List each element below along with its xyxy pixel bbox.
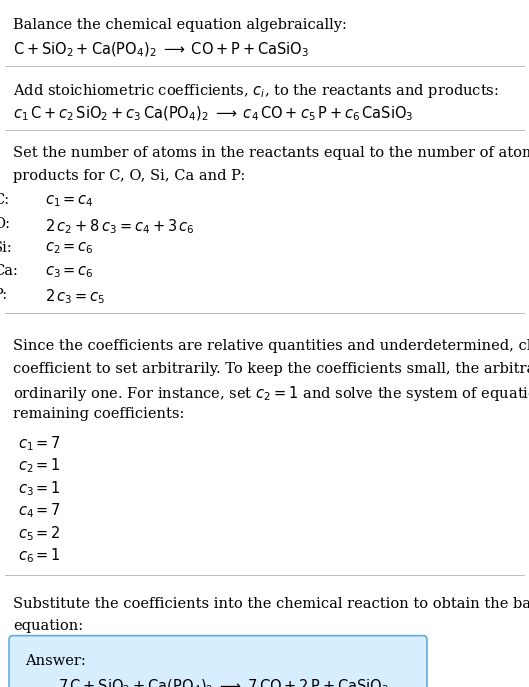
Text: $c_5 = 2$: $c_5 = 2$ [18, 524, 61, 543]
Text: $c_6 = 1$: $c_6 = 1$ [18, 546, 61, 565]
Text: $2\,c_3 = c_5$: $2\,c_3 = c_5$ [45, 288, 105, 306]
Text: $c_3 = 1$: $c_3 = 1$ [18, 479, 61, 497]
Text: ordinarily one. For instance, set $c_2 = 1$ and solve the system of equations fo: ordinarily one. For instance, set $c_2 =… [13, 384, 529, 403]
Text: Since the coefficients are relative quantities and underdetermined, choose a: Since the coefficients are relative quan… [13, 339, 529, 353]
Text: $c_3 = c_6$: $c_3 = c_6$ [45, 264, 94, 280]
Text: coefficient to set arbitrarily. To keep the coefficients small, the arbitrary va: coefficient to set arbitrarily. To keep … [13, 362, 529, 376]
Text: $c_1\, \mathrm{C} + c_2\, \mathrm{SiO_2} + c_3\, \mathrm{Ca(PO_4)_2} \;\longrigh: $c_1\, \mathrm{C} + c_2\, \mathrm{SiO_2}… [13, 104, 413, 123]
Text: Answer:: Answer: [25, 653, 86, 668]
Text: $\mathrm{7\,C + SiO_2 + Ca(PO_4)_2 \;\longrightarrow\; 7\,CO + 2\,P + CaSiO_3}$: $\mathrm{7\,C + SiO_2 + Ca(PO_4)_2 \;\lo… [58, 677, 389, 687]
Text: $c_1 = 7$: $c_1 = 7$ [18, 434, 61, 453]
Text: remaining coefficients:: remaining coefficients: [13, 407, 185, 421]
Text: Balance the chemical equation algebraically:: Balance the chemical equation algebraica… [13, 18, 347, 32]
Text: $c_2 = 1$: $c_2 = 1$ [18, 456, 61, 475]
Text: equation:: equation: [13, 620, 83, 633]
Text: $\mathrm{C + SiO_2 + Ca(PO_4)_2 \;\longrightarrow\; CO + P + CaSiO_3}$: $\mathrm{C + SiO_2 + Ca(PO_4)_2 \;\longr… [13, 41, 309, 59]
Text: $c_1 = c_4$: $c_1 = c_4$ [45, 193, 94, 209]
Text: Substitute the coefficients into the chemical reaction to obtain the balanced: Substitute the coefficients into the che… [13, 597, 529, 611]
Text: $2\,c_2 + 8\,c_3 = c_4 + 3\,c_6$: $2\,c_2 + 8\,c_3 = c_4 + 3\,c_6$ [45, 217, 195, 236]
Text: Si:: Si: [0, 240, 13, 254]
Text: Add stoichiometric coefficients, $c_i$, to the reactants and products:: Add stoichiometric coefficients, $c_i$, … [13, 82, 499, 100]
Text: O:: O: [0, 217, 10, 231]
Text: Ca:: Ca: [0, 264, 18, 278]
Text: P:: P: [0, 288, 7, 302]
Text: products for C, O, Si, Ca and P:: products for C, O, Si, Ca and P: [13, 168, 245, 183]
Text: C:: C: [0, 193, 9, 207]
Text: Set the number of atoms in the reactants equal to the number of atoms in the: Set the number of atoms in the reactants… [13, 146, 529, 160]
Text: $c_4 = 7$: $c_4 = 7$ [18, 502, 61, 520]
Text: $c_2 = c_6$: $c_2 = c_6$ [45, 240, 94, 256]
FancyBboxPatch shape [9, 635, 427, 687]
